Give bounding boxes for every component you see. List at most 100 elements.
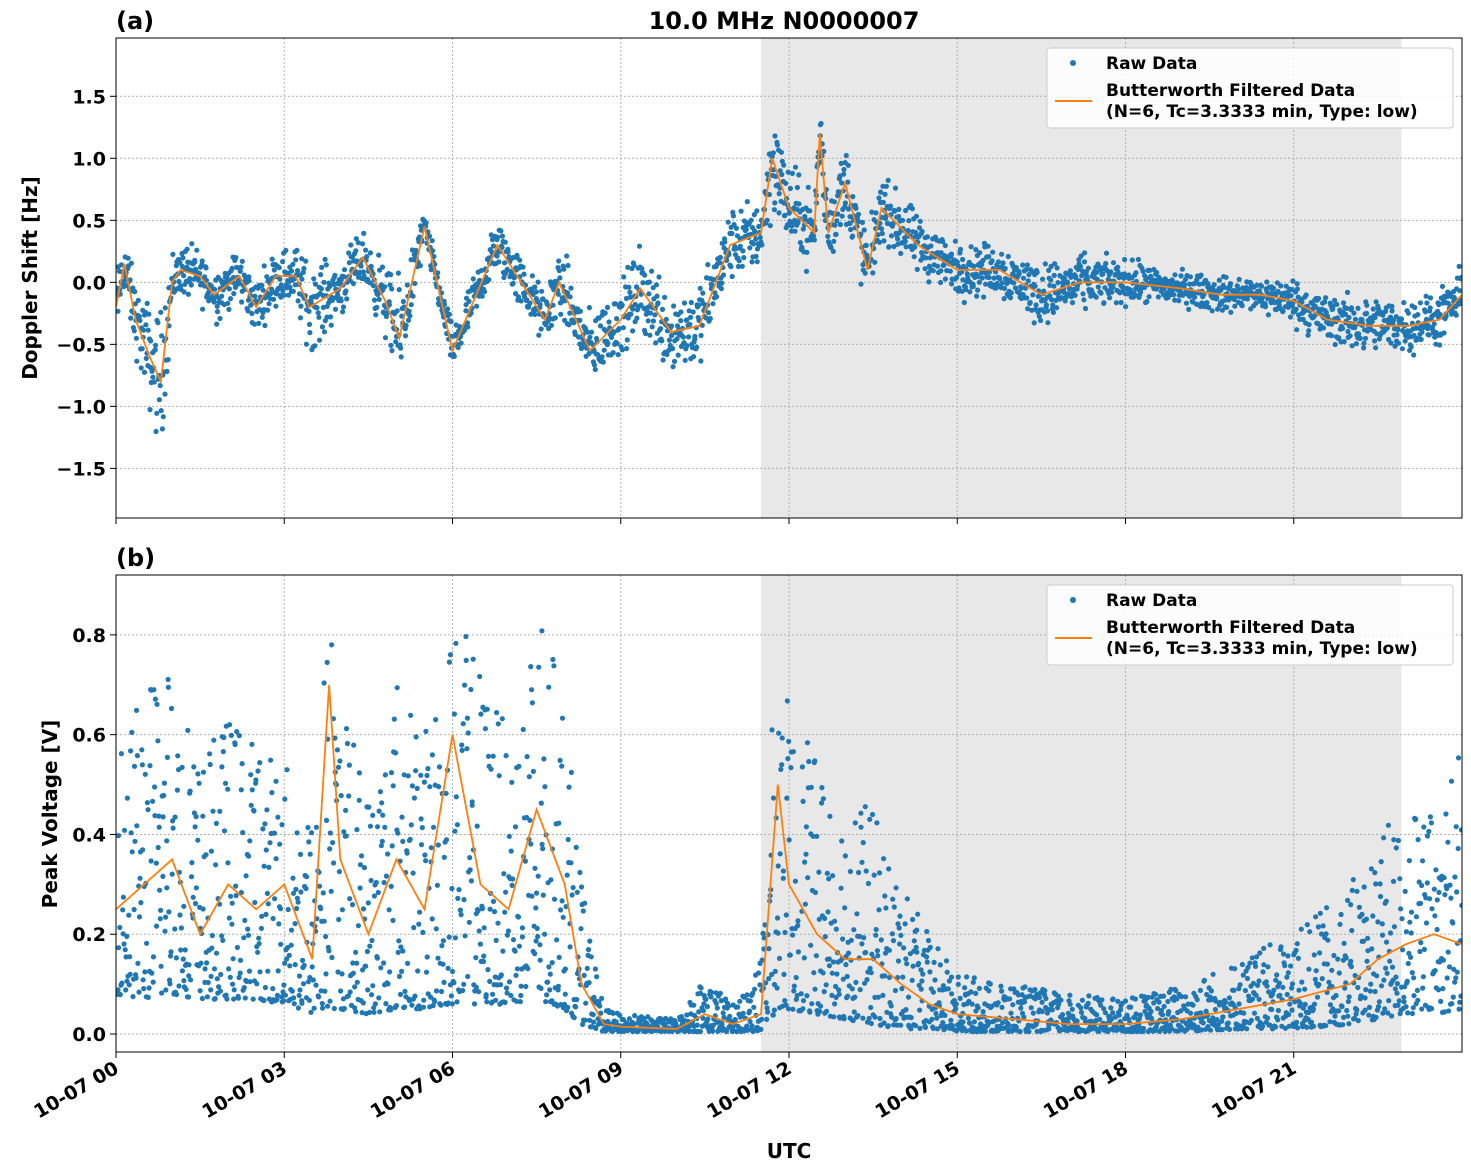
raw-data-point: [766, 946, 772, 952]
raw-data-point: [575, 334, 582, 340]
raw-data-point: [574, 889, 580, 895]
raw-data-point: [955, 981, 961, 987]
raw-data-point: [547, 987, 553, 993]
raw-data-point: [887, 203, 894, 209]
raw-data-point: [710, 1028, 716, 1034]
raw-data-point: [1008, 290, 1014, 296]
raw-data-point: [451, 980, 457, 986]
raw-data-point: [660, 357, 666, 363]
raw-data-point: [814, 833, 820, 839]
raw-data-point: [153, 923, 160, 929]
raw-data-point: [940, 238, 946, 245]
raw-data-point: [759, 1016, 765, 1022]
raw-data-point: [1288, 293, 1294, 299]
raw-data-point: [630, 328, 636, 334]
raw-data-point: [1270, 285, 1277, 291]
raw-data-point: [968, 989, 974, 995]
raw-data-point: [834, 971, 840, 977]
raw-data-point: [411, 925, 417, 931]
raw-data-point: [273, 303, 279, 309]
raw-data-point: [895, 236, 901, 242]
raw-data-point: [1103, 260, 1109, 267]
raw-data-point: [116, 987, 121, 993]
raw-data-point: [855, 1013, 861, 1019]
raw-data-point: [512, 948, 518, 954]
raw-data-point: [428, 994, 434, 1000]
raw-data-point: [335, 292, 341, 298]
raw-data-point: [162, 391, 168, 397]
raw-data-point: [656, 274, 662, 280]
raw-data-point: [375, 889, 381, 896]
raw-data-point: [538, 985, 544, 992]
raw-data-point: [635, 1028, 641, 1034]
raw-data-point: [429, 916, 435, 922]
raw-data-point: [937, 962, 943, 968]
raw-data-point: [1055, 280, 1061, 286]
raw-data-point: [599, 354, 605, 360]
raw-data-point: [200, 906, 206, 912]
raw-data-point: [506, 833, 512, 840]
raw-data-point: [904, 896, 910, 902]
raw-data-point: [1313, 968, 1319, 974]
raw-data-point: [1018, 285, 1024, 291]
raw-data-point: [397, 991, 404, 998]
raw-data-point: [1108, 1016, 1114, 1022]
raw-data-point: [614, 316, 620, 322]
raw-data-point: [1246, 993, 1252, 999]
raw-data-point: [452, 828, 458, 834]
raw-data-point: [1237, 982, 1243, 988]
raw-data-point: [1220, 1014, 1226, 1020]
raw-data-point: [670, 345, 676, 352]
raw-data-point: [128, 260, 134, 266]
raw-data-point: [533, 905, 539, 911]
raw-data-point: [833, 983, 839, 990]
raw-data-point: [829, 992, 835, 999]
raw-data-point: [763, 980, 769, 986]
raw-data-point: [376, 808, 382, 814]
raw-data-point: [360, 1000, 366, 1006]
raw-data-point: [559, 763, 565, 769]
raw-data-point: [301, 962, 307, 969]
raw-data-point: [839, 838, 845, 844]
raw-data-point: [881, 238, 887, 244]
raw-data-point: [128, 315, 134, 321]
raw-data-point: [1288, 963, 1294, 969]
raw-data-point: [1200, 1020, 1206, 1026]
raw-data-point: [390, 917, 396, 924]
raw-data-point: [726, 1003, 732, 1009]
raw-data-point: [482, 289, 488, 295]
raw-data-point: [696, 302, 702, 308]
raw-data-point: [769, 971, 775, 978]
raw-data-point: [861, 227, 867, 233]
raw-data-point: [368, 992, 375, 998]
raw-data-point: [812, 889, 819, 896]
raw-data-point: [1458, 274, 1462, 280]
raw-data-point: [851, 1009, 857, 1015]
raw-data-point: [871, 872, 877, 878]
raw-data-point: [780, 875, 786, 881]
raw-data-point: [825, 233, 831, 239]
raw-data-point: [131, 906, 137, 913]
raw-data-point: [1005, 253, 1011, 260]
raw-data-point: [120, 894, 126, 900]
raw-data-point: [286, 952, 292, 958]
raw-data-point: [980, 257, 986, 263]
raw-data-point: [259, 913, 265, 919]
raw-data-point: [1278, 283, 1284, 289]
raw-data-point: [141, 986, 147, 992]
raw-data-point: [1105, 1028, 1111, 1035]
raw-data-point: [619, 302, 625, 308]
raw-data-point: [796, 172, 802, 178]
raw-data-point: [704, 1004, 711, 1010]
raw-data-point: [850, 194, 856, 200]
raw-data-point: [476, 989, 482, 995]
raw-data-point: [703, 996, 709, 1002]
raw-data-point: [407, 836, 413, 843]
raw-data-point: [686, 308, 692, 314]
raw-data-point: [519, 934, 526, 940]
raw-data-point: [1423, 316, 1430, 322]
raw-data-point: [290, 875, 296, 881]
raw-data-point: [383, 873, 389, 879]
raw-data-point: [1050, 302, 1056, 308]
raw-data-point: [374, 304, 380, 310]
